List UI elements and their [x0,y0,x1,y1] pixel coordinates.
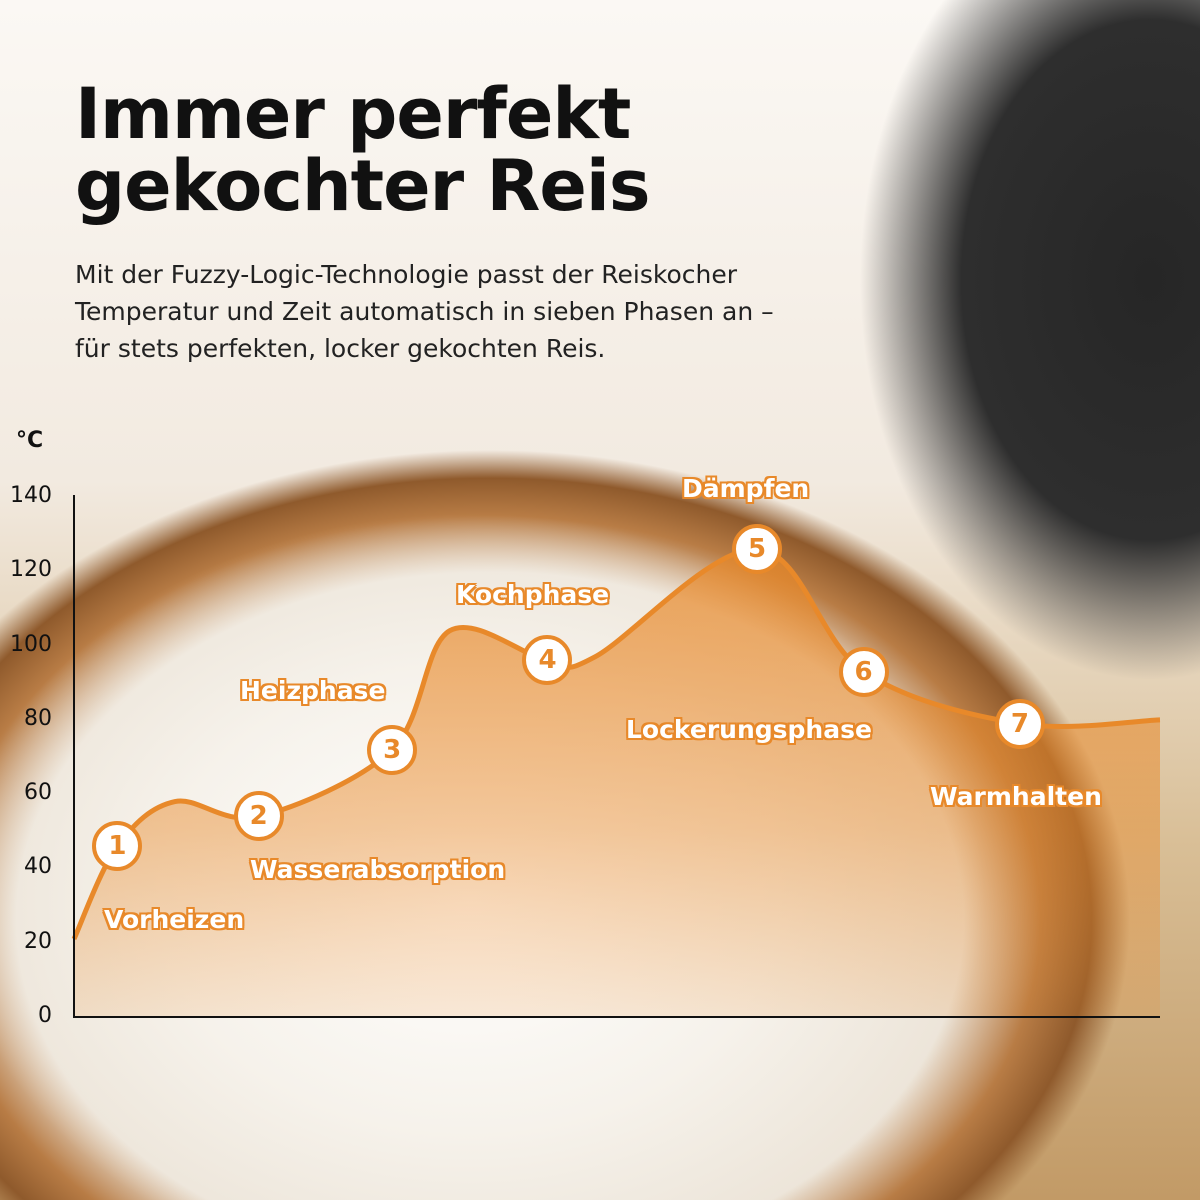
phase-marker-5: 5 [732,524,783,574]
phase-marker-7: 7 [994,698,1045,749]
phase-label: Lockerungsphase [626,715,872,744]
y-tick-label: 40 [24,854,52,880]
phase-marker-4: 4 [522,635,573,686]
phase-marker-1: 1 [92,821,143,872]
y-tick-label: 80 [24,705,52,731]
title-line-2: gekochter Reis [75,145,651,227]
phase-label: Warmhalten [930,782,1102,811]
phase-label: Wasserabsorption [250,855,506,884]
phase-label: Vorheizen [104,905,245,934]
y-axis-unit: °C [16,428,44,453]
temperature-area [74,548,1160,1017]
phase-marker-6: 6 [838,646,889,697]
subtitle: Mit der Fuzzy-Logic-Technologie passt de… [75,260,774,363]
page-title: Immer perfekt gekochter Reis [75,78,651,222]
y-tick-label: 100 [10,631,52,657]
y-tick-label: 20 [24,928,52,954]
y-tick-label: 140 [10,483,52,508]
y-tick-label: 120 [10,557,52,583]
phase-marker-3: 3 [367,724,418,775]
phase-label: Heizphase [240,676,386,705]
y-tick-label: 0 [38,1003,52,1028]
y-tick-label: 60 [24,780,52,806]
phase-label: Kochphase [456,580,610,609]
phase-label: Dämpfen [682,474,810,503]
phase-marker-2: 2 [233,791,284,842]
title-line-1: Immer perfekt [75,73,631,155]
